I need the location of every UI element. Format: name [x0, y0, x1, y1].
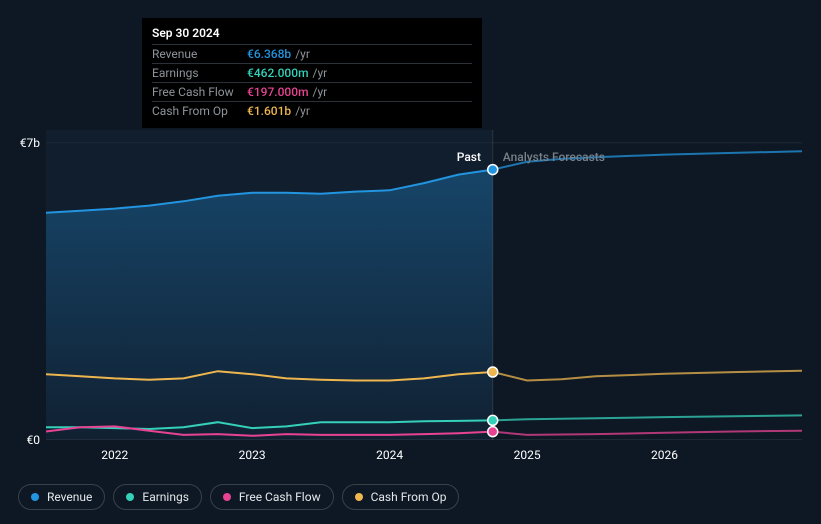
chart-container: Sep 30 2024 Revenue€6.368b/yrEarnings€46… — [0, 0, 821, 524]
chart-svg — [46, 130, 802, 440]
legend-item-revenue[interactable]: Revenue — [18, 484, 105, 510]
legend-item-fcf[interactable]: Free Cash Flow — [210, 484, 334, 510]
x-axis-label: 2026 — [651, 448, 678, 462]
tooltip-date: Sep 30 2024 — [152, 26, 472, 40]
tooltip-metric-value: €197.000m — [247, 85, 309, 99]
legend-label: Revenue — [47, 490, 92, 504]
tooltip-metric-value: €462.000m — [247, 66, 309, 80]
legend-label: Cash From Op — [371, 490, 447, 504]
chart-legend: Revenue Earnings Free Cash Flow Cash From O… — [18, 484, 459, 510]
legend-dot-icon — [31, 493, 39, 501]
legend-dot-icon — [126, 493, 134, 501]
tooltip-row: Revenue€6.368b/yr — [152, 44, 472, 63]
chart-tooltip: Sep 30 2024 Revenue€6.368b/yrEarnings€46… — [142, 18, 482, 128]
tooltip-row: Free Cash Flow€197.000m/yr — [152, 82, 472, 101]
tooltip-metric-label: Revenue — [152, 47, 247, 61]
tooltip-metric-value: €6.368b — [247, 47, 291, 61]
x-axis-label: 2023 — [239, 448, 266, 462]
chart-plot-area: €0€7b Past Analysts Forecasts — [46, 130, 802, 440]
y-axis-label: €0 — [27, 433, 41, 447]
x-axis: 2022 2023 2024 2025 2026 — [46, 440, 802, 464]
tooltip-metric-value: €1.601b — [247, 104, 291, 118]
legend-dot-icon — [223, 493, 231, 501]
legend-item-cfo[interactable]: Cash From Op — [342, 484, 460, 510]
tooltip-metric-unit: /yr — [313, 85, 328, 99]
legend-label: Earnings — [142, 490, 189, 504]
forecast-label: Analysts Forecasts — [503, 150, 605, 164]
tooltip-metric-unit: /yr — [295, 47, 310, 61]
legend-dot-icon — [355, 493, 363, 501]
tooltip-metric-unit: /yr — [295, 104, 310, 118]
x-axis-label: 2022 — [101, 448, 128, 462]
legend-item-earnings[interactable]: Earnings — [113, 484, 202, 510]
y-axis-label: €7b — [20, 136, 40, 150]
tooltip-row: Cash From Op€1.601b/yr — [152, 101, 472, 120]
tooltip-metric-label: Cash From Op — [152, 104, 247, 118]
legend-label: Free Cash Flow — [239, 490, 321, 504]
tooltip-metric-unit: /yr — [313, 66, 328, 80]
tooltip-row: Earnings€462.000m/yr — [152, 63, 472, 82]
x-axis-label: 2025 — [514, 448, 541, 462]
x-axis-label: 2024 — [376, 448, 403, 462]
tooltip-metric-label: Free Cash Flow — [152, 85, 247, 99]
past-label: Past — [457, 150, 481, 164]
tooltip-metric-label: Earnings — [152, 66, 247, 80]
